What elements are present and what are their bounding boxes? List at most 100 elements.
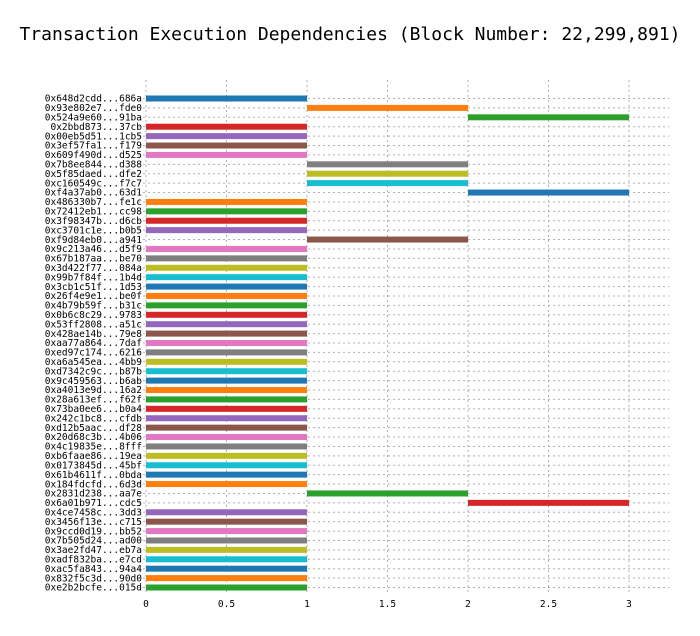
transaction-bar	[146, 405, 307, 412]
transaction-bar	[146, 452, 307, 459]
transaction-bar	[146, 415, 307, 422]
transaction-label: 0x648d2cdd...686a	[45, 94, 142, 105]
transaction-bar	[146, 123, 307, 130]
transaction-label: 0x3456f13e...c715	[45, 517, 142, 528]
transaction-label: 0x9c213a46...d5f9	[45, 244, 143, 255]
transaction-label: 0x4c19835e...8fff	[45, 442, 142, 453]
transaction-label: 0x3ae2fd47...eb7a	[45, 545, 142, 556]
transaction-label: 0x3ef57fa1...f179	[45, 141, 143, 152]
transaction-label: 0x242c1bc8...cfdb	[45, 413, 143, 424]
transaction-label: 0x6a01b971...cdc5	[45, 498, 142, 509]
transaction-label: 0x3cb1c51f...1d53	[45, 282, 142, 293]
transaction-bar	[307, 104, 468, 111]
transaction-bar	[146, 396, 307, 403]
transaction-bar	[146, 151, 307, 158]
transaction-label: 0x53ff2808...a51c	[45, 319, 142, 330]
transaction-label: 0x72412eb1...cc98	[45, 207, 143, 218]
transaction-label: 0x0b6c8c29...9783	[45, 310, 142, 321]
transaction-bar	[146, 584, 307, 591]
transaction-label: 0x9ccd0d19...bb52	[45, 526, 142, 537]
transaction-bar	[146, 264, 307, 271]
transaction-label: 0x61b4611f...0bda	[45, 470, 142, 481]
transaction-bar	[146, 546, 307, 553]
transaction-label: 0xd12b5aac...df28	[45, 423, 143, 434]
transaction-bar	[146, 245, 307, 252]
transaction-label: 0xc3701c1e...b0b5	[45, 225, 142, 236]
transaction-label: 0xb6faae86...19ea	[45, 451, 142, 462]
transaction-bar	[307, 490, 468, 497]
transaction-label: 0x5f85daed...dfe2	[45, 169, 142, 180]
x-tick-label: 1.5	[379, 599, 396, 610]
transaction-bar	[307, 170, 468, 177]
chart-title: Transaction Execution Dependencies (Bloc…	[19, 24, 680, 45]
transaction-label: 0x20d68c3b...4b06	[45, 432, 143, 443]
transaction-label: 0x7b505d24...ad00	[45, 536, 143, 547]
transaction-label: 0x00eb5d51...1cb5	[45, 131, 142, 142]
transaction-bar	[146, 518, 307, 525]
x-axis-ticks: 0 0.5 1 1.5 2 2.5 3	[143, 599, 632, 610]
transaction-bar	[146, 358, 307, 365]
transaction-bar	[146, 565, 307, 572]
transaction-label: 0x0173845d...45bf	[45, 460, 142, 471]
transaction-bar	[146, 434, 307, 441]
bar-layer	[146, 95, 629, 591]
transaction-bar	[146, 274, 307, 281]
transaction-label: 0x2831d238...aa7e	[45, 489, 143, 500]
x-tick-label: 3	[626, 599, 632, 610]
transaction-label: 0x4ce7458c...3dd3	[45, 507, 142, 518]
transaction-label: 0x7b8ee844...d388	[45, 160, 143, 171]
transaction-bar	[146, 537, 307, 544]
transaction-bar	[146, 471, 307, 478]
transaction-bar	[146, 424, 307, 431]
transaction-label: 0x428ae14b...79e8	[45, 329, 143, 340]
transaction-label: 0xac5fa843...94a4	[45, 564, 143, 575]
transaction-label: 0xaa77a864...7daf	[45, 338, 142, 349]
transaction-label: 0xed97c174...6216	[45, 348, 143, 359]
transaction-bar	[146, 377, 307, 384]
transaction-label: 0x486330b7...fe1c	[45, 197, 142, 208]
transaction-label: 0xe2b2bcfe...015d	[45, 583, 142, 594]
transaction-bar	[146, 528, 307, 535]
transaction-bar	[307, 161, 468, 168]
transaction-label: 0x99b7f84f...1b4d	[45, 272, 142, 283]
transaction-label: 0x3f98347b...d6cb	[45, 216, 143, 227]
transaction-label: 0x73ba0ee6...b0a4	[45, 404, 143, 415]
transaction-bar	[146, 509, 307, 516]
transaction-label: 0x832f5c3d...90d0	[45, 573, 143, 584]
transaction-bar	[146, 142, 307, 149]
transaction-label: 0x184fdcfd...6d3d	[45, 479, 142, 490]
transaction-label: 0x26f4e9e1...be0f	[45, 291, 142, 302]
transaction-labels: 0x648d2cdd...686a0x93e802e7...fde00x524a…	[45, 94, 143, 594]
transaction-bar	[146, 575, 307, 582]
transaction-label: 0xd7342c9c...b87b	[45, 366, 143, 377]
transaction-label: 0xf9d84eb0...a941	[45, 235, 143, 246]
transaction-bar	[468, 114, 629, 121]
transaction-bar	[146, 330, 307, 337]
transaction-label: 0x3d422f77...084a	[45, 263, 142, 274]
transaction-label: 0xc160549c...f7c7	[45, 178, 142, 189]
transaction-label: 0xa4013e9d...16a2	[45, 385, 142, 396]
transaction-label: 0x2bbd873...37cb	[50, 122, 142, 133]
transaction-bar	[146, 133, 307, 140]
x-tick-label: 2	[465, 599, 471, 610]
x-tick-label: 1	[304, 599, 310, 610]
transaction-bar	[146, 462, 307, 469]
transaction-label: 0x609f490d...d525	[45, 150, 142, 161]
transaction-bar	[146, 387, 307, 394]
transaction-bar	[146, 95, 307, 102]
transaction-label: 0x67b187aa...be70	[45, 254, 143, 265]
x-tick-label: 0.5	[218, 599, 235, 610]
transaction-label: 0x28a613ef...f62f	[45, 395, 142, 406]
transaction-bar	[146, 227, 307, 234]
transaction-bar	[146, 217, 307, 224]
transaction-bar	[468, 189, 629, 196]
transaction-bar	[146, 198, 307, 205]
transaction-bar	[146, 208, 307, 215]
transaction-bar	[146, 321, 307, 328]
transaction-bar	[146, 368, 307, 375]
transaction-bar	[146, 481, 307, 488]
transaction-label: 0x93e802e7...fde0	[45, 103, 143, 114]
transaction-bar	[146, 349, 307, 356]
transaction-bar	[146, 255, 307, 262]
